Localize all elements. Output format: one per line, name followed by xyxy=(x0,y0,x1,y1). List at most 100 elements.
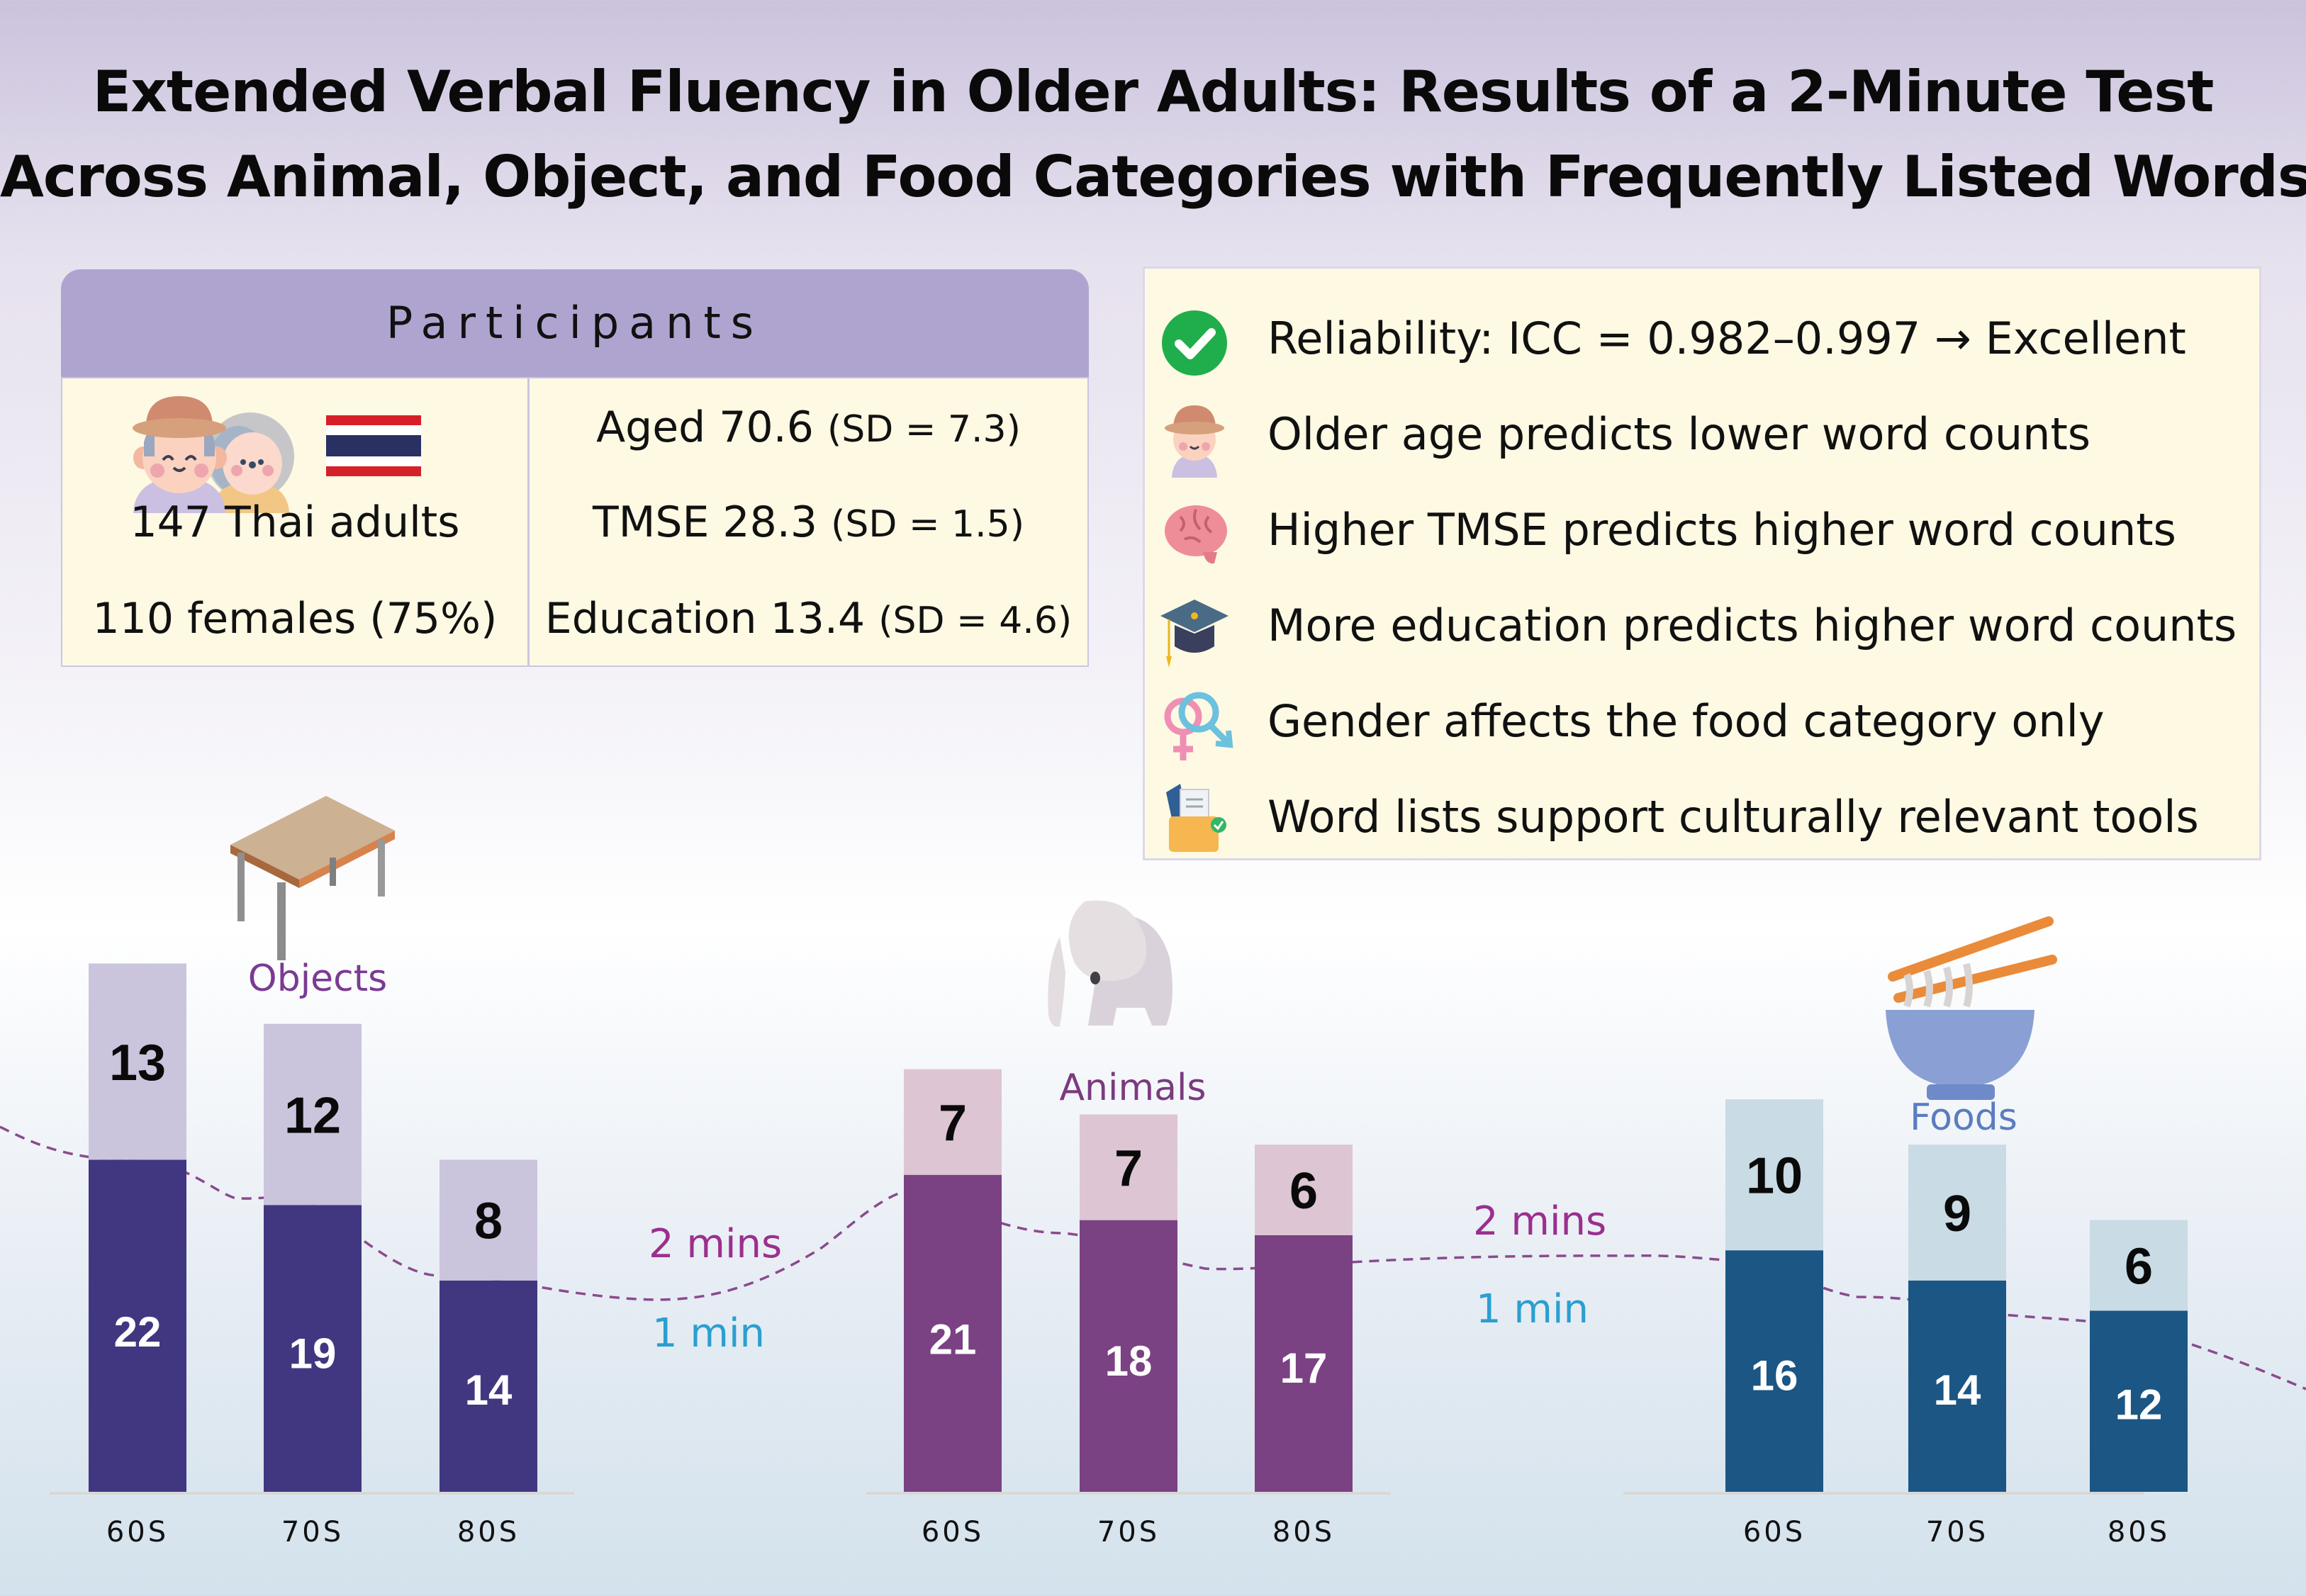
table-icon xyxy=(230,796,395,960)
age-stat: Aged 70.6 (SD = 7.3) xyxy=(530,403,1087,452)
findings-panel: Reliability: ICC = 0.982–0.997 → Excelle… xyxy=(1143,266,2261,860)
x-tick-label: 60S xyxy=(922,1516,984,1549)
title-line-2: Across Animal, Object, and Food Categori… xyxy=(0,144,2306,210)
bar-2min-60S xyxy=(1725,1099,1823,1251)
finding-tmse: Higher TMSE predicts higher word counts xyxy=(1145,488,2259,573)
education-value: Education 13.4 xyxy=(544,594,879,644)
title-line-1: Extended Verbal Fluency in Older Adults:… xyxy=(92,59,2215,125)
data-label-2min: 6 xyxy=(1289,1163,1318,1220)
noodle-bowl-icon xyxy=(1886,916,2057,1100)
participants-header: Participants xyxy=(61,269,1089,377)
tmse-value: TMSE 28.3 xyxy=(592,498,832,547)
bar-2min-60S xyxy=(89,963,186,1160)
data-label-1min: 14 xyxy=(465,1366,513,1414)
data-label-2min: 7 xyxy=(939,1095,967,1152)
participants-body: 147 Thai adults 110 females (75%) Aged 7… xyxy=(61,377,1089,667)
finding-text: Gender affects the food category only xyxy=(1267,695,2105,747)
x-tick-label: 80S xyxy=(1272,1516,1335,1549)
data-label-2min: 13 xyxy=(109,1035,166,1091)
x-tick-label: 60S xyxy=(1743,1516,1806,1549)
data-label-1min: 16 xyxy=(1751,1351,1798,1399)
education-sd: (SD = 4.6) xyxy=(878,600,1073,642)
age-sd: (SD = 7.3) xyxy=(827,408,1021,451)
bar-2min-70S xyxy=(1080,1114,1177,1220)
female-count: 110 females (75%) xyxy=(92,594,498,644)
education-stat: Education 13.4 (SD = 4.6) xyxy=(530,594,1087,644)
elephant-icon xyxy=(1048,900,1172,1027)
participants-right: Aged 70.6 (SD = 7.3) TMSE 28.3 (SD = 1.5… xyxy=(530,378,1087,665)
documents-folder-icon xyxy=(1166,784,1226,852)
bar-1min-80S xyxy=(440,1280,537,1492)
data-label-1min: 22 xyxy=(114,1308,162,1356)
check-circle-icon xyxy=(1162,310,1227,376)
bar-1min-70S xyxy=(264,1205,362,1492)
bar-2min-60S xyxy=(904,1069,1002,1175)
finding-text: Older age predicts lower word counts xyxy=(1267,408,2091,460)
chart-title-foods: Foods xyxy=(1910,1096,2017,1139)
legend-1min-b: 1 min xyxy=(1476,1286,1589,1332)
elderly-man-icon xyxy=(1165,405,1224,478)
finding-text: More education predicts higher word coun… xyxy=(1267,600,2237,651)
x-tick-label: 70S xyxy=(281,1516,344,1549)
bar-1min-70S xyxy=(1908,1280,2006,1492)
bar-1min-70S xyxy=(1080,1220,1177,1492)
x-tick-label: 80S xyxy=(2108,1516,2170,1549)
data-label-2min: 7 xyxy=(1114,1140,1143,1197)
finding-text: Word lists support culturally relevant t… xyxy=(1267,791,2199,843)
tmse-sd: (SD = 1.5) xyxy=(831,503,1025,546)
data-label-2min: 8 xyxy=(474,1193,503,1250)
finding-reliability: Reliability: ICC = 0.982–0.997 → Excelle… xyxy=(1145,297,2259,382)
gender-symbols-icon xyxy=(1164,692,1233,760)
legend-2min-b: 2 mins xyxy=(1473,1198,1606,1244)
data-label-1min: 17 xyxy=(1280,1344,1328,1392)
chart-foods: Foods 16 10 60S 14 9 70S 12 6 80S xyxy=(1725,1096,2188,1549)
participants-left: 147 Thai adults 110 females (75%) xyxy=(62,378,527,665)
data-label-1min: 18 xyxy=(1105,1337,1153,1385)
page-title: Extended Verbal Fluency in Older Adults:… xyxy=(0,50,2306,220)
chart-title-animals: Animals xyxy=(1059,1067,1206,1109)
elderly-couple-icon xyxy=(133,396,294,513)
bar-1min-60S xyxy=(1725,1250,1823,1492)
x-tick-label: 70S xyxy=(1097,1516,1160,1549)
bar-2min-80S xyxy=(1255,1145,1353,1235)
bar-2min-80S xyxy=(2090,1220,2188,1311)
finding-education: More education predicts higher word coun… xyxy=(1145,584,2259,669)
x-tick-label: 80S xyxy=(457,1516,520,1549)
data-label-2min: 9 xyxy=(1943,1186,1971,1242)
legend-1min-a: 1 min xyxy=(652,1310,765,1356)
participant-count: 147 Thai adults xyxy=(130,498,460,547)
x-tick-label: 70S xyxy=(1926,1516,1988,1549)
chart-title-objects: Objects xyxy=(248,957,387,1000)
x-tick-label: 60S xyxy=(106,1516,169,1549)
finding-text: Reliability: ICC = 0.982–0.997 → Excelle… xyxy=(1267,313,2186,364)
data-label-1min: 12 xyxy=(2115,1381,2163,1428)
bar-1min-80S xyxy=(1255,1235,1353,1492)
brain-icon xyxy=(1165,505,1227,564)
chart-animals: Animals 21 7 60S 18 7 70S 17 6 80S xyxy=(904,1067,1353,1549)
tmse-stat: TMSE 28.3 (SD = 1.5) xyxy=(530,498,1087,547)
chart-objects: Objects 22 13 60S 19 12 70S 14 8 80S xyxy=(89,957,537,1549)
data-label-2min: 6 xyxy=(2125,1239,2153,1296)
bar-2min-70S xyxy=(1908,1145,2006,1281)
data-label-2min: 12 xyxy=(284,1088,341,1145)
bar-1min-80S xyxy=(2090,1310,2188,1492)
finding-age: Older age predicts lower word counts xyxy=(1145,393,2259,478)
thailand-flag-icon xyxy=(326,415,421,476)
age-value: Aged 70.6 xyxy=(596,403,827,452)
finding-text: Higher TMSE predicts higher word counts xyxy=(1267,504,2176,556)
data-label-1min: 14 xyxy=(1934,1366,1981,1414)
data-label-1min: 19 xyxy=(289,1330,337,1378)
graduation-cap-icon xyxy=(1160,600,1228,668)
bar-2min-80S xyxy=(440,1159,537,1281)
data-label-2min: 10 xyxy=(1746,1148,1803,1205)
legend-2min-a: 2 mins xyxy=(649,1221,782,1267)
bar-1min-60S xyxy=(904,1174,1002,1492)
bar-2min-70S xyxy=(264,1023,362,1206)
panel-divider xyxy=(527,378,530,665)
finding-gender: Gender affects the food category only xyxy=(1145,680,2259,765)
participants-panel: Participants xyxy=(61,269,1089,680)
data-label-1min: 21 xyxy=(929,1315,977,1363)
bar-1min-60S xyxy=(89,1159,186,1492)
finding-word-lists: Word lists support culturally relevant t… xyxy=(1145,775,2259,860)
